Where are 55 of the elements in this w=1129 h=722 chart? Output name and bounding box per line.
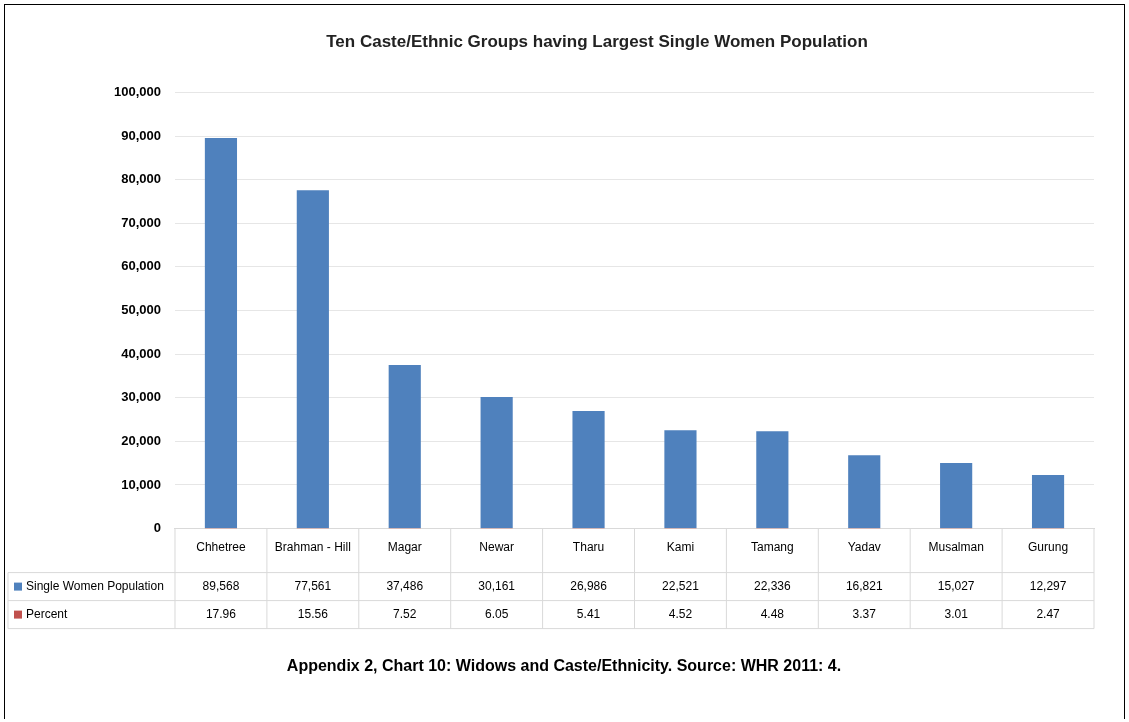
x-tick-label: Yadav [847,540,881,555]
data-label: 22,521 [662,578,700,593]
data-label: 17.96 [205,606,237,621]
legend-label: Single Women Population [26,578,164,593]
data-label: 77,561 [294,578,332,593]
data-label: 16,821 [845,578,883,593]
data-label: 37,486 [386,578,424,593]
data-label: 4.48 [760,606,785,621]
x-tick-label: Newar [479,540,514,555]
data-label: 15,027 [937,578,975,593]
bar [664,430,697,529]
data-label: 12,297 [1029,578,1067,593]
text: Appendix 2, Chart 10: Widows and Caste/Ethnicity. Source: WHR 2011: 4. [286,657,842,675]
y-tick-label: 50,000 [121,302,161,318]
bar [572,410,605,529]
x-tick-label: Kami [666,540,695,555]
bar [940,463,973,529]
y-tick-label: 40,000 [121,345,161,361]
y-tick-label: 90,000 [121,127,161,143]
data-label: 6.05 [484,606,509,621]
x-tick-label: Gurung [1028,540,1069,555]
x-tick-label: Musalman [928,540,984,555]
y-tick-label: 60,000 [121,258,161,274]
y-tick-label: 30,000 [121,389,161,405]
data-label: 4.52 [668,606,693,621]
x-tick-label: Chhetree [196,540,246,555]
bar [756,431,789,529]
data-label: 26,986 [570,578,608,593]
data-label: 89,568 [202,578,240,593]
chart-title: Ten Caste/Ethnic Groups having Largest Single Women Population [326,31,868,51]
bar [848,455,881,529]
y-tick-label: 80,000 [121,171,161,187]
x-tick-label: Tamang [751,540,794,555]
data-label: 5.41 [576,606,601,621]
data-label: 3.37 [852,606,877,621]
x-tick-label: Tharu [572,540,605,555]
bar [1031,474,1065,529]
y-tick-label: 0 [153,520,161,536]
y-tick-label: 10,000 [121,476,161,492]
bar [480,397,513,529]
data-label: 3.01 [944,606,969,621]
bar [296,190,329,529]
y-tick-label: 20,000 [121,432,161,448]
bar [388,365,421,529]
data-label: 15.56 [297,606,329,621]
data-label: 22,336 [754,578,792,593]
x-tick-label: Magar [387,540,422,555]
data-label: 7.52 [393,606,417,621]
y-tick-label: 100,000 [113,83,161,99]
x-tick-label: Brahman - Hill [274,540,351,555]
data-label: 2.47 [1036,606,1061,621]
data-label: 30,161 [478,578,516,593]
legend-label: Percent [26,606,69,621]
bar [204,137,238,529]
y-tick-label: 70,000 [121,214,161,230]
